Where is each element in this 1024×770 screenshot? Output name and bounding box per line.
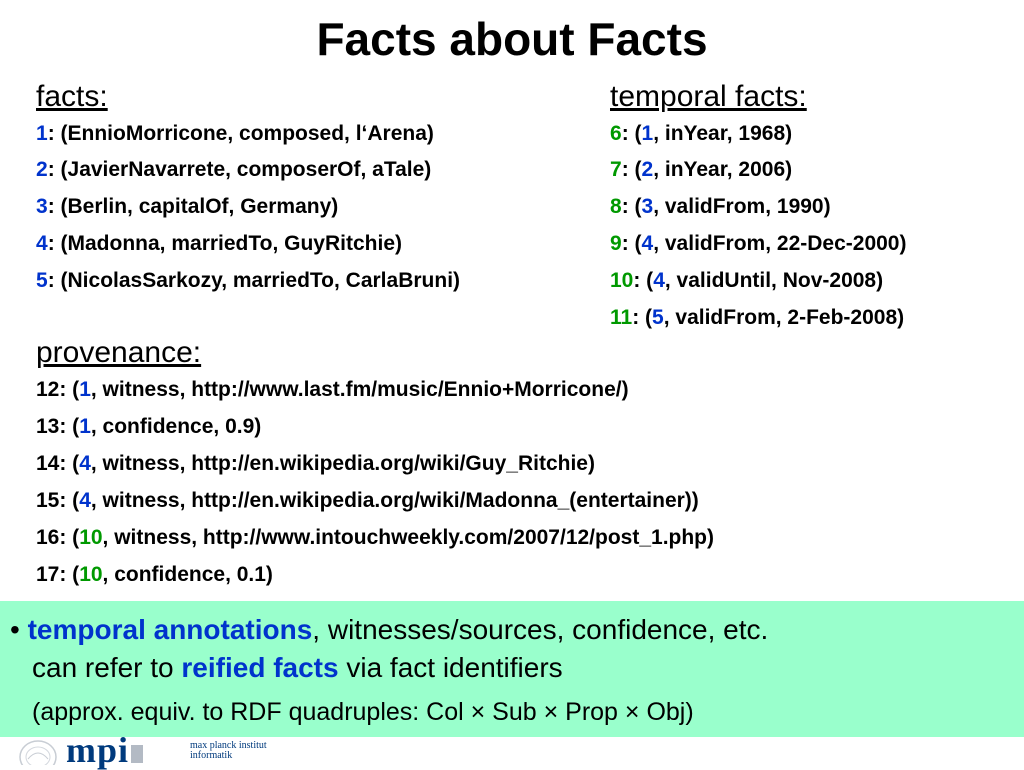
seal-logo-icon	[19, 740, 57, 765]
fact-ref: 1	[641, 122, 654, 145]
bullet: •	[10, 614, 20, 645]
fact-line: 4: (Madonna, marriedTo, GuyRitchie)	[36, 232, 402, 256]
callout-line-2: can refer to reified facts via fact iden…	[32, 651, 563, 685]
provenance-line: 17: (10, confidence, 0.1)	[36, 563, 273, 587]
fact-id: 11	[610, 306, 633, 329]
callout-line-3: (approx. equiv. to RDF quadruples: Col ×…	[32, 698, 694, 726]
fact-line: 5: (NicolasSarkozy, marriedTo, CarlaBrun…	[36, 269, 460, 293]
emphasis-temporal-annotations: temporal annotations	[27, 614, 313, 645]
fact-text: : (NicolasSarkozy, marriedTo, CarlaBruni…	[47, 269, 461, 292]
provenance-line: 16: (10, witness, http://www.intouchweek…	[36, 526, 714, 550]
fact-id: 4	[36, 232, 48, 255]
fact-ref: 4	[79, 452, 91, 475]
institute-line-1: max planck institut	[190, 740, 267, 751]
fact-text: , validUntil, Nov-2008)	[664, 269, 884, 292]
fact-line: 1: (EnnioMorricone, composed, l‘Arena)	[36, 122, 434, 146]
fact-id: 9	[610, 232, 622, 255]
fact-line: 3: (Berlin, capitalOf, Germany)	[36, 195, 338, 219]
fact-id: 6	[610, 122, 622, 145]
fact-text: , witness, http://www.last.fm/music/Enni…	[90, 378, 629, 401]
institute-name: max planck institut informatik	[190, 741, 267, 761]
fact-ref: 1	[79, 415, 91, 438]
separator: : (	[621, 232, 642, 255]
slide-title: Facts about Facts	[316, 13, 708, 65]
fact-text: , confidence, 0.1)	[102, 563, 273, 586]
separator: : (	[633, 269, 654, 292]
fact-ref: 4	[79, 489, 91, 512]
fact-ref: 3	[641, 195, 654, 218]
temporal-facts-heading: temporal facts:	[610, 80, 807, 113]
fact-id: 7	[610, 158, 622, 181]
fact-text: , witness, http://en.wikipedia.org/wiki/…	[90, 452, 595, 475]
callout-box: • temporal annotations, witnesses/source…	[0, 601, 1024, 737]
provenance-line: 15: (4, witness, http://en.wikipedia.org…	[36, 489, 699, 513]
callout-text: via fact identifiers	[338, 652, 563, 683]
fact-id: 8	[610, 195, 622, 218]
fact-ref: 1	[79, 378, 91, 401]
footer	[0, 737, 1024, 768]
fact-text: : (JavierNavarrete, composerOf, aTale)	[47, 158, 432, 181]
fact-ref: 5	[652, 306, 664, 329]
fact-id: 3	[36, 195, 48, 218]
fact-text: , witness, http://www.intouchweekly.com/…	[102, 526, 715, 549]
fact-ref: 10	[79, 526, 103, 549]
fact-text: , inYear, 1968)	[653, 122, 793, 145]
temporal-fact-line: 9: (4, validFrom, 22-Dec-2000)	[610, 232, 906, 256]
provenance-line: 13: (1, confidence, 0.9)	[36, 415, 261, 439]
fact-text: , inYear, 2006)	[653, 158, 793, 181]
fact-id: 5	[36, 269, 48, 292]
fact-id: 1	[36, 122, 48, 145]
fact-id: 13: (	[36, 415, 80, 438]
provenance-line: 14: (4, witness, http://en.wikipedia.org…	[36, 452, 595, 476]
fact-text: : (Madonna, marriedTo, GuyRitchie)	[47, 232, 402, 255]
emphasis-reified-facts: reified facts	[181, 652, 339, 683]
institute-line-2: informatik	[190, 750, 233, 761]
callout-line-1: • temporal annotations, witnesses/source…	[10, 613, 768, 647]
temporal-fact-line: 7: (2, inYear, 2006)	[610, 158, 792, 182]
fact-ref: 4	[641, 232, 654, 255]
callout-text: can refer to	[32, 652, 182, 683]
fact-id: 16: (	[36, 526, 80, 549]
fact-text: , validFrom, 1990)	[653, 195, 831, 218]
separator: : (	[621, 158, 642, 181]
fact-id: 2	[36, 158, 48, 181]
fact-line: 2: (JavierNavarrete, composerOf, aTale)	[36, 158, 431, 182]
fact-id: 15: (	[36, 489, 80, 512]
callout-text: , witnesses/sources, confidence, etc.	[312, 614, 769, 645]
fact-text: : (Berlin, capitalOf, Germany)	[47, 195, 339, 218]
separator: : (	[621, 122, 642, 145]
fact-id: 12: (	[36, 378, 80, 401]
fact-text: : (EnnioMorricone, composed, l‘Arena)	[47, 122, 434, 145]
separator: : (	[621, 195, 642, 218]
facts-heading: facts:	[36, 80, 108, 113]
fact-text: , witness, http://en.wikipedia.org/wiki/…	[90, 489, 699, 512]
fact-text: , validFrom, 2-Feb-2008)	[663, 306, 905, 329]
fact-text: , validFrom, 22-Dec-2000)	[653, 232, 907, 255]
provenance-heading: provenance:	[36, 336, 202, 369]
temporal-fact-line: 8: (3, validFrom, 1990)	[610, 195, 831, 219]
provenance-line: 12: (1, witness, http://www.last.fm/musi…	[36, 378, 629, 402]
fact-ref: 2	[641, 158, 654, 181]
separator: : (	[632, 306, 653, 329]
temporal-fact-line: 6: (1, inYear, 1968)	[610, 122, 792, 146]
fact-id: 10	[610, 269, 634, 292]
fact-text: , confidence, 0.9)	[90, 415, 262, 438]
temporal-fact-line: 11: (5, validFrom, 2-Feb-2008)	[610, 306, 904, 330]
temporal-fact-line: 10: (4, validUntil, Nov-2008)	[610, 269, 883, 293]
mpi-logo: mpi	[66, 732, 144, 768]
fact-ref: 4	[653, 269, 665, 292]
logo-bar	[131, 744, 144, 763]
fact-ref: 10	[79, 563, 103, 586]
fact-id: 17: (	[36, 563, 80, 586]
logo-text: mpi	[66, 730, 130, 770]
fact-id: 14: (	[36, 452, 80, 475]
